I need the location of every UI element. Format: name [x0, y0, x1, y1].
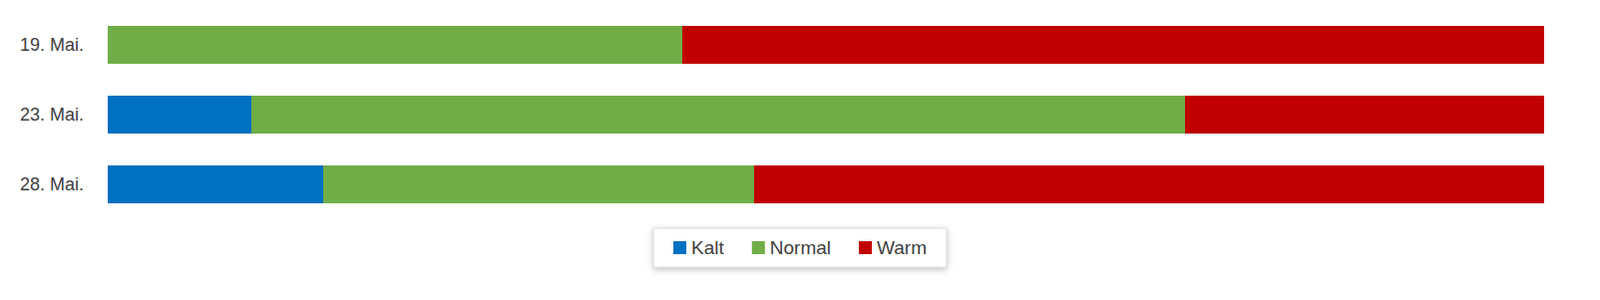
svg-text:28. Mai.: 28. Mai. [19, 174, 84, 195]
svg-text:Warm: Warm [876, 237, 927, 259]
svg-text:19. Mai.: 19. Mai. [19, 34, 84, 55]
svg-text:23. Mai.: 23. Mai. [19, 104, 84, 125]
svg-text:Normal: Normal [770, 237, 831, 259]
svg-text:Kalt: Kalt [691, 237, 725, 259]
